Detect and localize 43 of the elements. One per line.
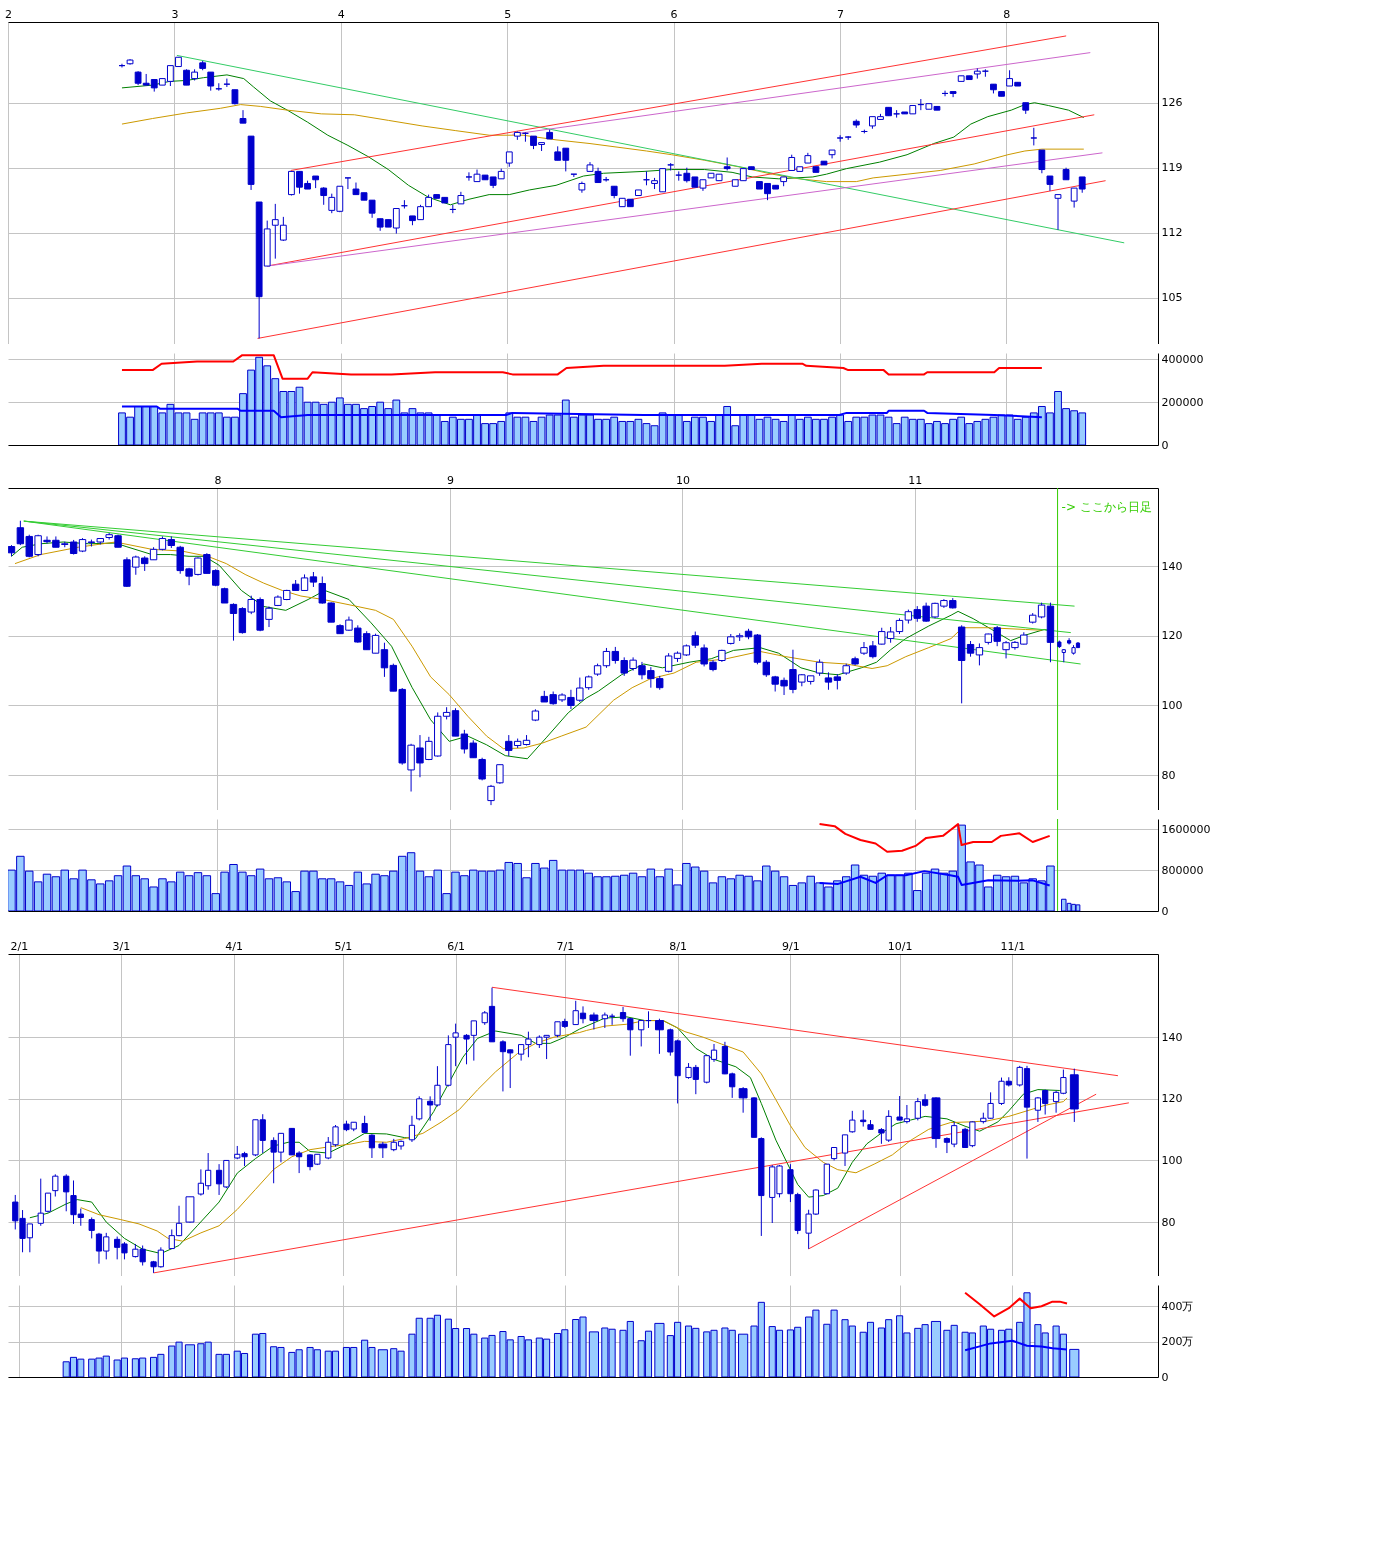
x-tick-label: 6 xyxy=(670,7,678,21)
y-tick-label: 0 xyxy=(1161,438,1169,452)
x-tick-label: 8 xyxy=(214,473,222,487)
x-tick-label: 8/1 xyxy=(669,939,687,953)
y-tick-label: 0 xyxy=(1161,904,1169,918)
y-tick-label: 200万 xyxy=(1161,1335,1194,1349)
ref-line-label: -> ここから日足 xyxy=(1061,500,1152,514)
x-tick-label: 5 xyxy=(504,7,512,21)
y-tick-label: 120 xyxy=(1161,1092,1183,1106)
y-tick-label: 80 xyxy=(1161,768,1176,782)
x-tick-label: 2/1 xyxy=(10,939,29,953)
x-tick-label: 9 xyxy=(446,473,454,487)
x-tick-label: 4 xyxy=(337,7,345,21)
x-tick-label: 7/1 xyxy=(556,939,575,953)
x-tick-label: 3/1 xyxy=(112,939,131,953)
y-tick-label: 400万 xyxy=(1161,1299,1194,1313)
y-tick-label: 120 xyxy=(1161,629,1183,643)
x-tick-label: 8 xyxy=(1003,7,1011,21)
y-tick-label: 140 xyxy=(1161,559,1183,573)
y-tick-label: 400000 xyxy=(1161,352,1204,366)
y-tick-label: 100 xyxy=(1161,698,1183,712)
x-tick-label: 5/1 xyxy=(334,939,353,953)
y-tick-label: 200000 xyxy=(1161,395,1204,409)
y-tick-label: 112 xyxy=(1161,226,1183,240)
x-tick-label: 10 xyxy=(675,473,690,487)
x-tick-label: 11/1 xyxy=(1000,939,1026,953)
y-tick-label: 105 xyxy=(1161,291,1183,305)
y-tick-label: 800000 xyxy=(1161,863,1204,877)
x-tick-label: 7 xyxy=(836,7,844,21)
x-tick-label: 4/1 xyxy=(225,939,243,953)
x-tick-label: 3 xyxy=(171,7,179,21)
y-tick-label: 140 xyxy=(1161,1030,1183,1044)
y-tick-label: 100 xyxy=(1161,1153,1183,1167)
y-tick-label: 119 xyxy=(1161,161,1183,175)
x-tick-label: 11 xyxy=(908,473,923,487)
y-tick-label: 1600000 xyxy=(1161,822,1211,836)
y-tick-label: 126 xyxy=(1161,96,1183,110)
x-tick-label: 10/1 xyxy=(887,939,913,953)
x-tick-label: 6/1 xyxy=(447,939,465,953)
y-tick-label: 0 xyxy=(1161,1370,1169,1384)
x-tick-label: 9/1 xyxy=(782,939,800,953)
y-tick-label: 80 xyxy=(1161,1215,1176,1229)
x-tick-label: 2 xyxy=(5,7,12,21)
